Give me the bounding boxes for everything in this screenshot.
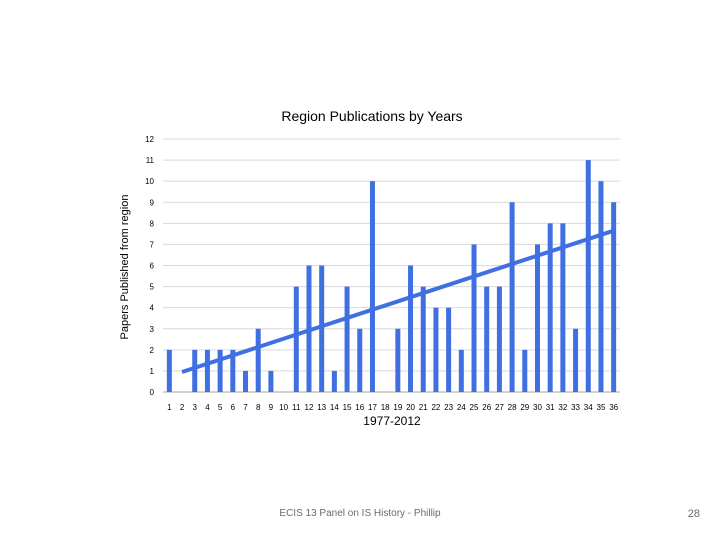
x-tick-label: 19: [393, 403, 402, 412]
x-tick-label: 10: [279, 403, 288, 412]
x-tick-label: 22: [431, 403, 440, 412]
bar: [166, 349, 172, 392]
bar: [268, 370, 274, 392]
x-tick-label: 23: [444, 403, 453, 412]
bar: [611, 202, 617, 392]
page-number: 28: [687, 508, 700, 520]
trendline: [181, 228, 615, 374]
x-tick-labels: 1 2 3 4 5 6 7 8 9 10 11 12 13 14 15 16 17 18 19 20 21 22 23 24 2…: [167, 403, 619, 412]
x-tick-label: 4: [205, 403, 210, 412]
x-tick-label: 28: [508, 403, 517, 412]
y-axis-label: Papers Published from region: [119, 195, 131, 340]
bar: [395, 328, 401, 392]
bar: [331, 370, 337, 392]
x-tick-label: 18: [381, 403, 390, 412]
slide-footer: ECIS 13 Panel on IS History - Phillip: [279, 508, 441, 519]
bar: [496, 286, 502, 392]
x-tick-label: 30: [533, 403, 542, 412]
bar: [243, 370, 249, 392]
x-tick-label: 27: [495, 403, 504, 412]
bar: [204, 349, 210, 392]
bar: [598, 181, 604, 392]
bars: [166, 160, 617, 392]
y-tick-label: 5: [150, 283, 155, 292]
bar: [446, 307, 452, 392]
bar: [573, 328, 579, 392]
x-tick-label: 21: [419, 403, 428, 412]
bar: [522, 349, 528, 392]
x-tick-label: 7: [243, 403, 248, 412]
x-axis-label: 1977-2012: [363, 414, 421, 428]
y-tick-label: 3: [150, 325, 155, 334]
y-tick-label: 0: [150, 388, 155, 397]
bar: [547, 223, 553, 392]
y-tick-label: 12: [145, 135, 154, 144]
x-tick-label: 2: [180, 403, 185, 412]
x-tick-label: 31: [546, 403, 555, 412]
y-tick-label: 4: [150, 304, 155, 313]
bar: [217, 349, 223, 392]
y-tick-label: 11: [146, 156, 155, 165]
bar: [433, 307, 439, 392]
x-tick-label: 6: [231, 403, 236, 412]
x-tick-label: 13: [317, 403, 326, 412]
bar: [230, 349, 236, 392]
x-tick-label: 25: [470, 403, 479, 412]
x-tick-label: 8: [256, 403, 261, 412]
x-tick-label: 24: [457, 403, 466, 412]
bar: [192, 349, 198, 392]
bar: [357, 328, 363, 392]
bar: [484, 286, 490, 392]
x-tick-label: 12: [305, 403, 314, 412]
x-tick-label: 1: [167, 403, 172, 412]
x-tick-label: 3: [193, 403, 198, 412]
y-tick-label: 1: [150, 367, 155, 376]
x-tick-label: 14: [330, 403, 339, 412]
y-tick-label: 2: [150, 346, 155, 355]
bar: [255, 328, 261, 392]
bar: [458, 349, 464, 392]
bar: [585, 160, 591, 392]
y-tick-label: 8: [150, 219, 155, 228]
bar: [293, 286, 299, 392]
x-tick-label: 36: [609, 403, 618, 412]
bar: [560, 223, 566, 392]
x-tick-label: 5: [218, 403, 223, 412]
y-tick-label: 7: [150, 240, 155, 249]
x-tick-label: 20: [406, 403, 415, 412]
x-tick-label: 11: [292, 403, 301, 412]
x-tick-label: 32: [558, 403, 567, 412]
bar: [319, 265, 325, 392]
bar: [420, 286, 426, 392]
bar: [408, 265, 414, 392]
y-tick-label: 10: [145, 177, 154, 186]
x-tick-label: 35: [597, 403, 606, 412]
x-tick-label: 29: [520, 403, 529, 412]
x-tick-label: 26: [482, 403, 491, 412]
trend-line: [181, 228, 615, 374]
y-tick-label: 6: [150, 262, 155, 271]
bar: [344, 286, 350, 392]
bar: [369, 181, 375, 392]
x-tick-label: 16: [355, 403, 364, 412]
x-tick-label: 15: [343, 403, 352, 412]
x-tick-label: 17: [368, 403, 377, 412]
gridlines: [163, 138, 620, 393]
chart-title: Region Publications by Years: [281, 108, 462, 124]
bar: [534, 244, 540, 392]
bar: [471, 244, 477, 392]
x-tick-label: 33: [571, 403, 580, 412]
x-tick-label: 34: [584, 403, 593, 412]
y-tick-label: 9: [150, 198, 155, 207]
x-tick-label: 9: [269, 403, 274, 412]
bar: [509, 202, 515, 392]
